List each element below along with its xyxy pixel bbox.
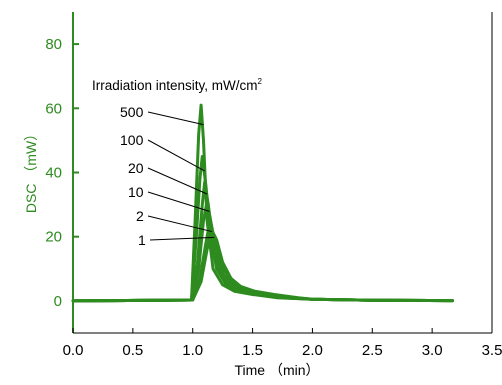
- legend-title-superscript: 2: [258, 77, 263, 86]
- x-tick-label: 0.5: [122, 342, 143, 359]
- series-line-100: [71, 154, 454, 303]
- x-tick-label: 3.0: [422, 342, 443, 359]
- annotations: 500 100 20 10 2 1: [120, 104, 215, 248]
- series-label-1: 1: [138, 232, 146, 248]
- leader-line-20: [147, 167, 208, 195]
- x-tick-label: 3.5: [482, 342, 502, 359]
- x-tick-label: 0.0: [63, 342, 84, 359]
- x-tick-label: 2.5: [362, 342, 383, 359]
- axes: [72, 12, 493, 334]
- series-label-100: 100: [120, 132, 144, 148]
- y-tick-label: 0: [54, 293, 62, 310]
- series-label-10: 10: [128, 184, 144, 200]
- leader-line-500: [147, 111, 204, 126]
- series-label-500: 500: [120, 104, 144, 120]
- series-label-2: 2: [136, 208, 144, 224]
- leader-line-100: [147, 139, 205, 172]
- x-axis-title: Time （min）: [234, 362, 319, 378]
- y-tick-label: 80: [45, 36, 62, 53]
- series-label-20: 20: [128, 160, 144, 176]
- legend-title: Irradiation intensity, mW/cm2: [92, 77, 263, 93]
- x-tick-label: 2.0: [302, 342, 323, 359]
- y-axis-title: DSC （mW）: [23, 127, 39, 213]
- plot-lines: [71, 103, 454, 303]
- x-tick-label: 1.5: [242, 342, 263, 359]
- series-line-1: [71, 228, 454, 303]
- leader-line-10: [147, 191, 210, 212]
- leader-line-1: [149, 236, 215, 241]
- y-tick-label: 20: [45, 229, 62, 246]
- y-tick-label: 60: [45, 100, 62, 117]
- legend-title-text: Irradiation intensity, mW/cm: [92, 78, 258, 93]
- series-line-10: [71, 199, 454, 303]
- leader-line-2: [147, 215, 212, 233]
- x-tick-label: 1.0: [182, 342, 203, 359]
- tick-labels: 0.0 0.5 1.0 1.5 2.0 2.5 3.0 3.5 0 20 40 60 80: [45, 36, 502, 359]
- y-tick-label: 40: [45, 165, 62, 182]
- series-line-2: [71, 222, 454, 303]
